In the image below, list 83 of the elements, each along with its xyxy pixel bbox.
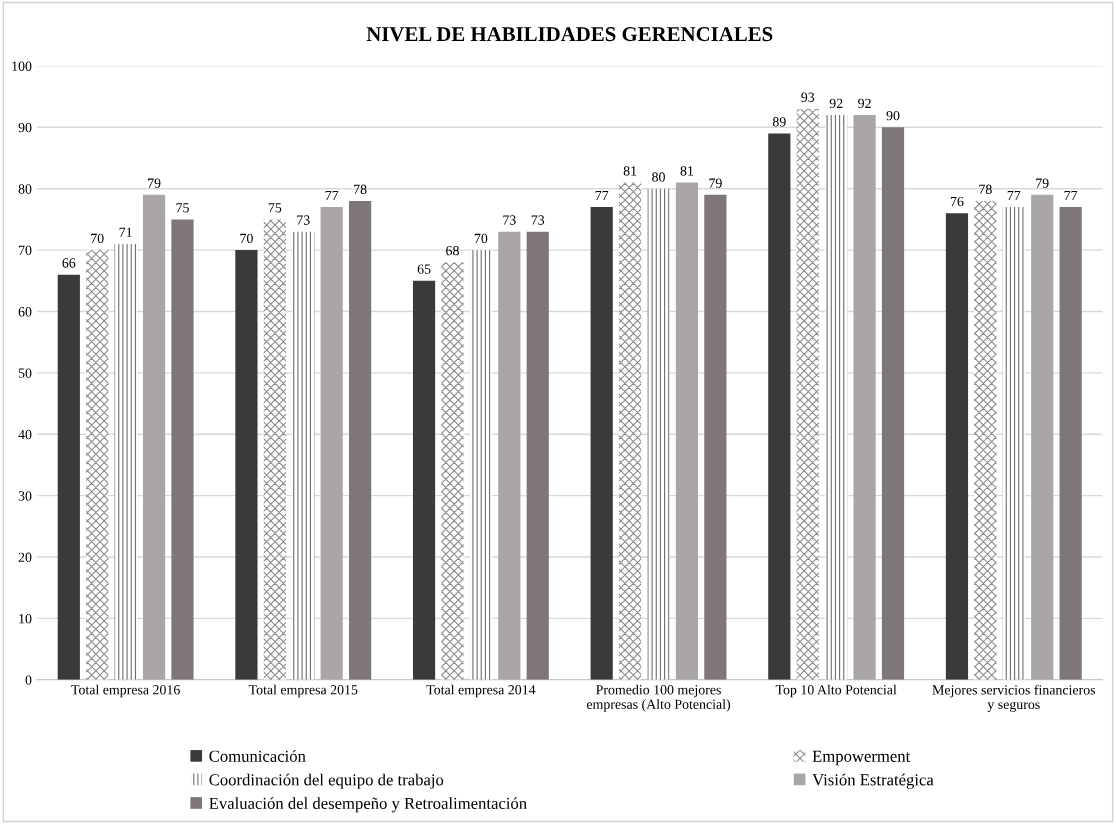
y-tick-label: 20 [18, 552, 32, 562]
data-label: 90 [886, 110, 900, 121]
data-label: 75 [268, 203, 282, 213]
bar [881, 127, 905, 680]
bar [86, 250, 109, 680]
bar [619, 182, 642, 680]
bar [675, 182, 699, 680]
bar [412, 280, 436, 680]
bar [526, 231, 549, 680]
data-label: 65 [417, 264, 431, 274]
data-label: 79 [1036, 178, 1049, 188]
bar [853, 115, 876, 680]
bar [796, 108, 819, 680]
data-label: 78 [354, 184, 367, 194]
chart-title: NIVEL DE HABILIDADES GERENCIALES [366, 27, 773, 42]
data-label: 77 [325, 190, 339, 200]
legend-label: Evaluación del desempeño y Retroalimentación [209, 797, 527, 813]
data-label: 73 [297, 215, 310, 225]
legend-label: Visión Estratégica [812, 773, 934, 789]
legend-label: Empowerment [812, 750, 911, 766]
y-tick-label: 30 [18, 491, 32, 501]
data-label: 77 [1007, 190, 1021, 200]
y-tick-label: 0 [25, 675, 32, 685]
bar [114, 243, 137, 680]
bar [704, 194, 727, 680]
bar [171, 219, 194, 680]
data-label: 79 [709, 178, 722, 188]
bar [1059, 207, 1082, 680]
data-label: 70 [240, 233, 253, 244]
y-tick-label: 40 [18, 429, 32, 440]
y-tick-label: 60 [18, 307, 32, 317]
bar [469, 250, 492, 680]
bar [590, 207, 613, 680]
y-tick-label: 100 [12, 61, 32, 71]
data-label: 92 [829, 98, 843, 109]
bar [349, 200, 372, 680]
bar [974, 200, 997, 680]
data-label: 76 [950, 196, 964, 207]
bar [235, 250, 258, 680]
bar [320, 207, 343, 680]
data-label: 75 [176, 203, 189, 213]
bar [441, 262, 464, 680]
x-tick-label: Mejores servicios financieros y seguros [932, 684, 1096, 712]
bar [1031, 194, 1054, 680]
bar [768, 133, 791, 680]
bar [498, 231, 521, 680]
data-label: 89 [772, 117, 786, 127]
bar [57, 274, 80, 680]
data-label: 80 [652, 172, 665, 182]
data-label: 70 [474, 233, 488, 244]
y-tick-label: 70 [18, 245, 32, 256]
bar [1002, 207, 1025, 680]
data-label: 73 [531, 215, 545, 225]
legend-label: Comunicación [209, 750, 306, 762]
data-label: 77 [1064, 190, 1078, 200]
data-label: 81 [623, 166, 637, 176]
data-label: 71 [119, 227, 132, 237]
bar [142, 194, 166, 680]
y-tick-label: 80 [18, 184, 32, 194]
data-label: 77 [595, 190, 609, 200]
bar [647, 188, 670, 680]
data-label: 68 [446, 246, 459, 256]
y-tick-label: 90 [18, 122, 32, 133]
data-label: 73 [503, 215, 516, 225]
x-tick-label: Total empresa 2014 [426, 684, 536, 698]
bar [825, 115, 848, 680]
legend-label: Coordinación del equipo de trabajo [209, 773, 444, 789]
data-label: 70 [91, 233, 104, 244]
data-label: 93 [801, 92, 815, 102]
y-tick-label: 50 [18, 368, 32, 378]
bar [292, 231, 315, 680]
data-label: 66 [62, 258, 76, 268]
bar [263, 219, 286, 680]
bar [945, 213, 969, 680]
x-tick-label: Top 10 Alto Potencial [775, 684, 897, 698]
y-tick-label: 10 [19, 613, 32, 624]
data-label: 92 [858, 98, 871, 109]
x-tick-label: Total empresa 2016 [71, 684, 180, 698]
data-label: 79 [148, 178, 161, 188]
data-label: 81 [680, 166, 694, 176]
data-label: 78 [979, 184, 992, 194]
x-tick-label: Promedio 100 mejores empresas (Alto Potencial) [586, 684, 731, 712]
x-tick-label: Total empresa 2015 [248, 684, 358, 698]
